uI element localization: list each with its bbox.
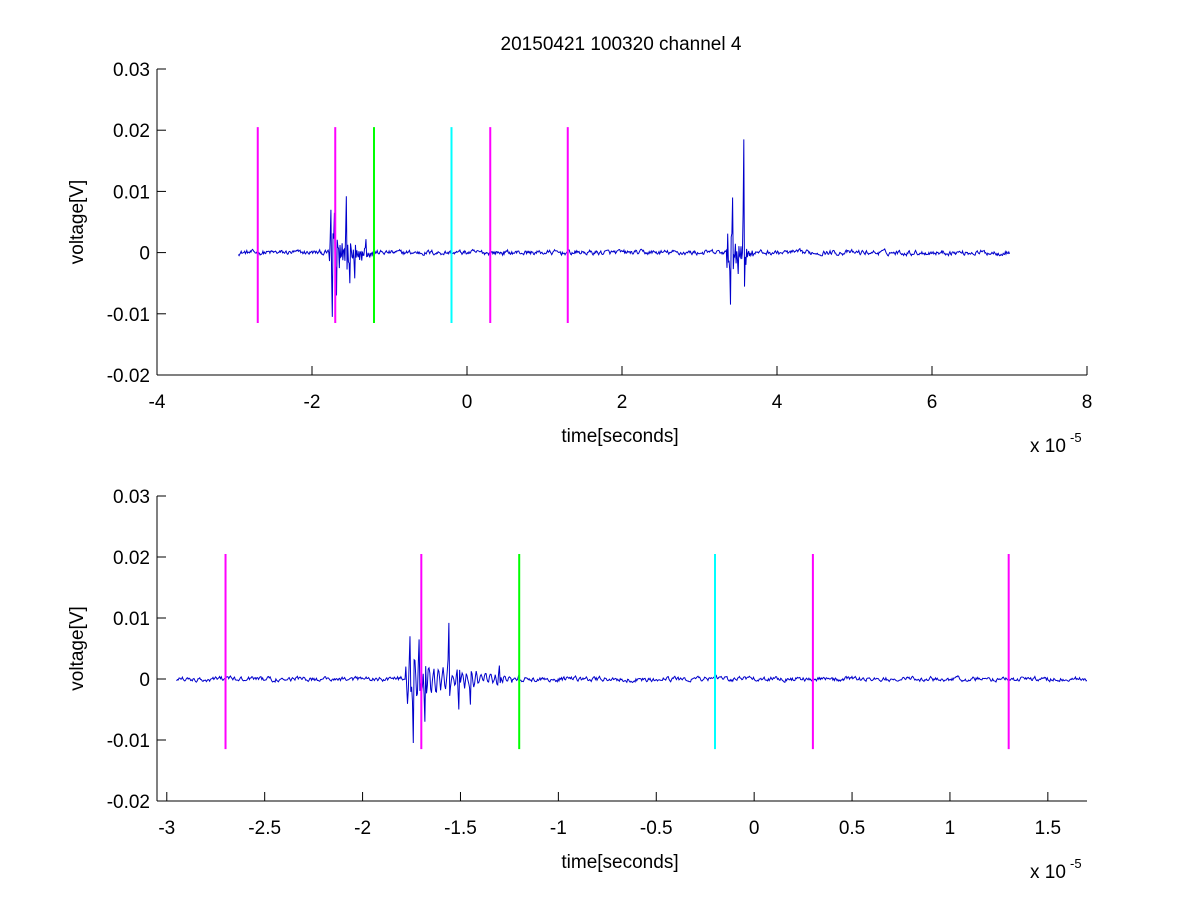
y-tick-label: 0.03 (113, 60, 150, 81)
x-tick-label: 1.5 (1035, 818, 1061, 839)
figure-title: 20150421 100320 channel 4 (501, 34, 742, 55)
x-axis-label: time[seconds] (561, 852, 678, 873)
signal-series (237, 139, 1010, 317)
x-tick-label: 1 (945, 818, 956, 839)
x-tick-label: -0.5 (640, 818, 673, 839)
y-axis-label: voltage[V] (67, 180, 88, 265)
x-multiplier-exponent: -5 (1070, 430, 1082, 445)
x-tick-label: -2.5 (248, 818, 281, 839)
y-tick-label: -0.01 (107, 305, 150, 326)
x-tick-label: -1.5 (444, 818, 477, 839)
x-tick-label: -4 (149, 392, 166, 413)
x-tick-label: 0 (462, 392, 473, 413)
x-tick-label: 0 (749, 818, 760, 839)
x-tick-label: -1 (550, 818, 567, 839)
y-tick-label: 0.01 (113, 182, 150, 203)
x-tick-label: 8 (1082, 392, 1093, 413)
y-tick-label: 0.02 (113, 121, 150, 142)
y-tick-label: 0.01 (113, 609, 150, 630)
bottom-subplot: -0.02 -0.01 0 0.01 0.02 0.03 -3 -2.5 -2 -1.5 -1 -0.… (67, 487, 1087, 883)
x-tick-label: -3 (158, 818, 175, 839)
y-tick-label: -0.01 (107, 731, 150, 752)
x-tick-label: -2 (354, 818, 371, 839)
y-tick-label: 0 (139, 244, 150, 265)
y-tick-label: 0.02 (113, 548, 150, 569)
x-multiplier-exponent: -5 (1070, 856, 1082, 871)
x-tick-label: 2 (617, 392, 628, 413)
y-tick-label: 0 (139, 670, 150, 691)
signal-series (176, 622, 1087, 744)
x-axis-label: time[seconds] (561, 426, 678, 447)
y-tick-label: -0.02 (107, 792, 150, 813)
x-multiplier-label: x 10 (1030, 862, 1066, 883)
y-tick-label: -0.02 (107, 366, 150, 387)
x-tick-label: 0.5 (839, 818, 865, 839)
x-multiplier-label: x 10 (1030, 436, 1066, 457)
y-axis-label: voltage[V] (67, 606, 88, 691)
y-tick-label: 0.03 (113, 487, 150, 508)
x-tick-label: 4 (772, 392, 783, 413)
x-tick-label: 6 (927, 392, 938, 413)
x-tick-label: -2 (304, 392, 321, 413)
top-subplot: -0.02 -0.01 0 0.01 0.02 0.03 -4 -2 0 2 4 6 8 time[sec… (67, 60, 1092, 457)
